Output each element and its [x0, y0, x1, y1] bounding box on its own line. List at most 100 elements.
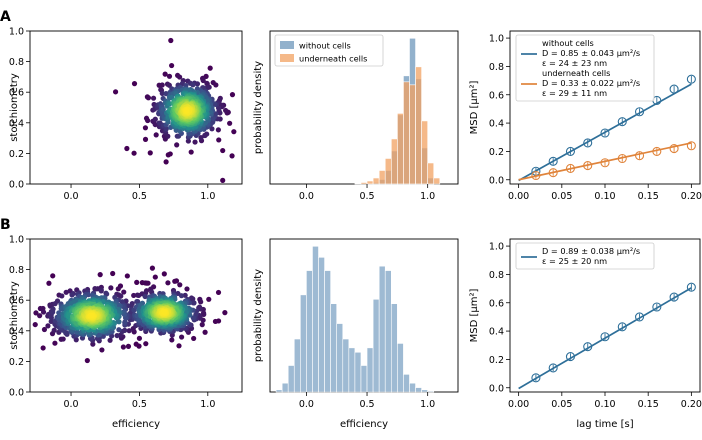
histogram-bar: [360, 365, 368, 393]
x-tick-label: 0.10: [594, 191, 615, 202]
y-axis-label: stoichiometry: [9, 73, 20, 142]
scatter-point: [161, 310, 167, 316]
histogram-bar: [360, 182, 368, 185]
scatter-point: [163, 126, 169, 132]
scatter-point: [48, 318, 54, 325]
scatter-point: [107, 337, 113, 343]
msd-point: [652, 302, 662, 312]
msd-point: [565, 146, 576, 156]
x-tick-label: 0.15: [638, 399, 659, 410]
scatter-point: [229, 92, 236, 98]
msd-point: [652, 146, 662, 156]
msd-point: [634, 107, 645, 117]
plot-frame-3: [29, 238, 243, 393]
msd-point: [531, 373, 541, 383]
scatter-point: [172, 278, 178, 284]
y-axis-label: stoichiometry: [9, 281, 20, 350]
y-tick-label: 1.0: [9, 235, 24, 246]
x-axis-label: efficiency: [112, 419, 160, 430]
scatter-point: [145, 117, 151, 124]
msd-point: [669, 292, 679, 302]
scatter-point: [142, 293, 148, 300]
y-axis-label: MSD [µm²]: [469, 289, 480, 343]
scatter-point: [160, 106, 166, 112]
scatter-point: [116, 327, 122, 333]
scatter-point: [149, 265, 156, 271]
msd-point: [548, 156, 558, 166]
msd-point: [617, 117, 627, 127]
scatter-point: [131, 292, 137, 299]
y-tick-label: 0.6: [489, 90, 504, 101]
scatter-point: [122, 319, 128, 325]
msd-series: [518, 74, 696, 182]
x-tick-label: 0.10: [594, 399, 615, 410]
x-tick-label: 0.20: [681, 399, 702, 410]
scatter-point: [60, 336, 66, 342]
histogram-bar: [312, 245, 319, 393]
scatter-point: [220, 177, 226, 183]
histogram-bar: [300, 294, 307, 393]
histogram-bar: [306, 270, 313, 393]
y-tick-label: 0.2: [9, 357, 24, 368]
scatter-point: [46, 280, 52, 286]
legend-box: [274, 34, 384, 67]
x-tick-label: 0.05: [551, 399, 572, 410]
scatter-point: [174, 142, 180, 148]
msd-point: [600, 332, 610, 342]
scatter-point: [194, 81, 201, 87]
x-tick-label: 1.0: [420, 191, 435, 202]
scatter-point: [50, 273, 56, 279]
histogram-bar: [342, 338, 350, 393]
y-axis-label: probability density: [253, 61, 264, 154]
scatter-point: [184, 108, 190, 114]
scatter-point: [169, 337, 175, 343]
y-tick-label: 0.8: [489, 62, 504, 73]
y-axis-label: probability density: [253, 269, 264, 362]
scatter-point: [227, 120, 233, 126]
x-tick-label: 1.0: [420, 399, 435, 410]
legend-label: underneath cells: [542, 68, 610, 78]
scatter-point: [145, 280, 151, 286]
y-tick-label: 0.8: [9, 265, 24, 276]
legend-label: ε = 24 ± 23 nm: [542, 58, 607, 68]
histogram-bar: [275, 389, 283, 393]
panels: 0.0 0.5 1.0 0.0 0.2 0.4 0.6 0.8 1.0 stoichiometry…: [0, 27, 702, 431]
msd-point: [583, 138, 593, 148]
y-tick-label: 0.6: [489, 298, 504, 309]
scatter-point: [0, 336, 4, 341]
scatter-point: [213, 82, 219, 88]
x-tick-label: 0.5: [132, 191, 147, 202]
scatter-point: [52, 301, 58, 307]
scatter-point: [231, 129, 237, 135]
histogram-bar: [281, 382, 289, 393]
scatter-point: [216, 137, 222, 143]
legend-label: without cells: [542, 38, 594, 48]
x-tick-label: 0.5: [359, 191, 374, 202]
scatter-point: [125, 343, 132, 349]
scatter-point: [96, 332, 103, 338]
histogram-bar: [378, 170, 386, 185]
scatter-point: [220, 147, 226, 154]
scatter-point: [51, 327, 57, 333]
scatter-point: [24, 302, 29, 307]
scatter-point: [191, 335, 197, 342]
y-axis-label: MSD [µm²]: [469, 81, 480, 135]
msd-point: [634, 312, 645, 322]
legend-label: ε = 29 ± 11 nm: [542, 88, 607, 98]
msd-point: [617, 153, 627, 164]
msd-point: [669, 144, 679, 154]
msd-point: [565, 163, 576, 173]
scatter-point: [166, 73, 173, 79]
scatter-point: [159, 90, 165, 96]
scatter-point: [215, 127, 221, 133]
y-tick-label: 0.0: [9, 388, 24, 399]
msd-point: [583, 342, 593, 352]
y-tick-label: 0.4: [489, 119, 504, 130]
scatter-point: [176, 343, 182, 349]
scatter-point: [199, 322, 205, 328]
x-tick-label: 0.5: [359, 399, 374, 410]
legend-label: D = 0.89 ± 0.038 µm²/s: [542, 246, 640, 256]
msd-point: [686, 282, 696, 292]
scatter-point: [108, 285, 114, 291]
